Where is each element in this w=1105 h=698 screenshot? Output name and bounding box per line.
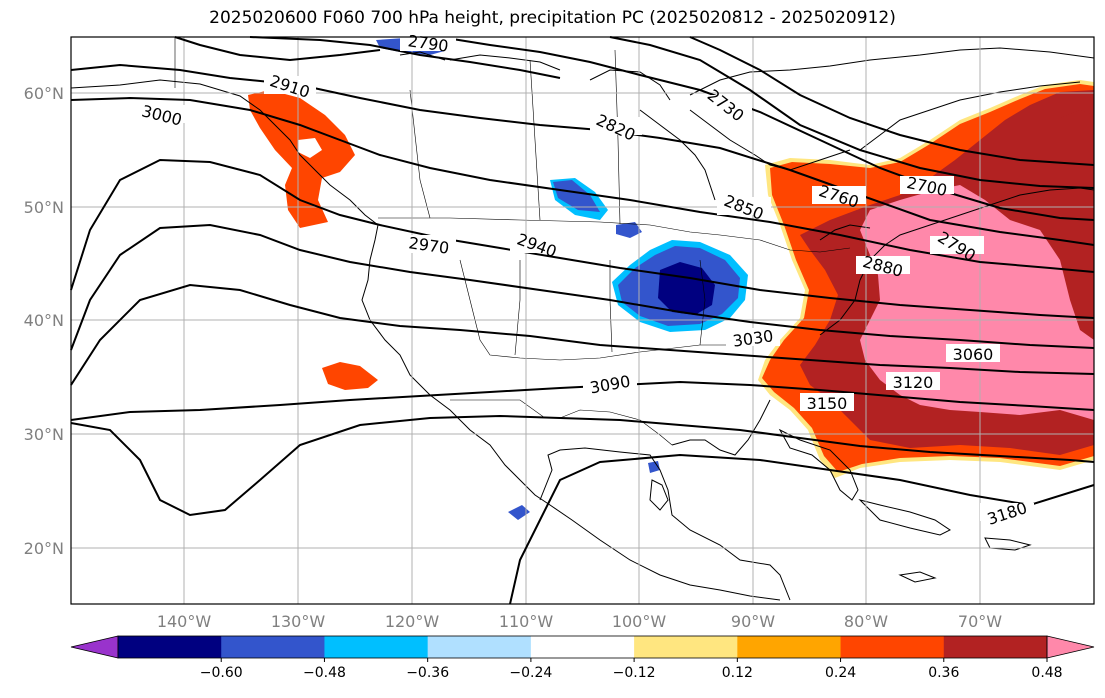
lon-label: 80°W: [844, 612, 888, 631]
colorbar-tick-label: −0.48: [303, 665, 346, 681]
contour-label: 3150: [807, 394, 848, 413]
colorbar-arrow-right: [1046, 635, 1095, 659]
colorbar: −0.60 −0.48 −0.36 −0.24 −0.12 0.12 0.24 0.36 0.4…: [70, 635, 1095, 681]
lat-label: 20°N: [24, 539, 64, 558]
latitude-labels: 60°N 50°N 40°N 30°N 20°N: [24, 84, 64, 558]
colorbar-segment: [118, 636, 222, 658]
height-contours: [70, 36, 1095, 605]
lat-label: 50°N: [24, 198, 64, 217]
colorbar-tick-label: 0.24: [825, 665, 856, 681]
lon-label: 110°W: [499, 612, 554, 631]
lon-label: 100°W: [612, 612, 667, 631]
lat-label: 40°N: [24, 311, 64, 330]
contour-label: 3060: [953, 345, 994, 364]
precip-area-pacific: [322, 362, 378, 390]
colorbar-segment: [427, 636, 532, 658]
lon-label: 130°W: [271, 612, 326, 631]
colorbar-segment: [530, 636, 635, 658]
colorbar-segment: [324, 636, 429, 658]
colorbar-tick-label: 0.12: [722, 665, 753, 681]
colorbar-tick-label: −0.36: [406, 665, 449, 681]
colorbar-outline: [117, 635, 1048, 659]
colorbar-tick-label: 0.36: [928, 665, 959, 681]
colorbar-segment: [737, 636, 842, 658]
colorbar-segment: [943, 636, 1048, 658]
colorbar-segment: [221, 636, 325, 658]
colorbar-arrow-left: [70, 635, 119, 659]
colorbar-segment: [840, 636, 945, 658]
lat-label: 30°N: [24, 425, 64, 444]
lon-label: 90°W: [731, 612, 775, 631]
lat-label: 60°N: [24, 84, 64, 103]
map-title: 2025020600 F060 700 hPa height, precipit…: [209, 8, 896, 28]
colorbar-tick-label: −0.24: [509, 665, 552, 681]
lon-label: 120°W: [385, 612, 440, 631]
lon-label: 140°W: [157, 612, 212, 631]
lon-label: 70°W: [958, 612, 1002, 631]
contour-label: 3120: [893, 373, 934, 392]
colorbar-tick-label: −0.12: [613, 665, 656, 681]
map-frame: [70, 36, 1095, 605]
colorbar-tick-label: −0.60: [200, 665, 243, 681]
colorbar-tick-label: 0.48: [1031, 665, 1062, 681]
coastlines: [70, 47, 1095, 601]
longitude-labels: 140°W 130°W 120°W 110°W 100°W 90°W 80°W …: [157, 612, 1002, 631]
graticule: [71, 37, 1094, 604]
colorbar-segment: [634, 636, 738, 658]
